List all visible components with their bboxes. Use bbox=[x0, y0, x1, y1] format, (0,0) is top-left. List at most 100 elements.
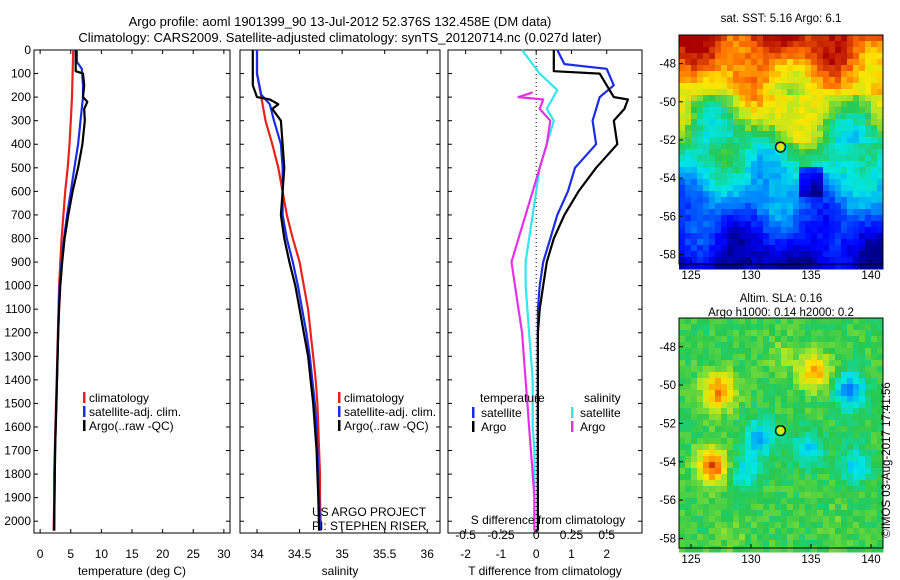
sst-map-cell bbox=[727, 41, 734, 48]
sla-map-cell bbox=[757, 522, 764, 529]
sla-map-cell bbox=[745, 462, 752, 469]
sst-map-cell bbox=[745, 221, 752, 228]
sla-map-cell bbox=[859, 390, 866, 397]
sla-map-cell bbox=[841, 456, 848, 463]
sla-map-cell bbox=[829, 408, 836, 415]
sst-map-cell bbox=[769, 119, 776, 126]
sla-map-cell bbox=[847, 324, 854, 331]
sst-map-cell bbox=[859, 191, 866, 198]
sla-map-cell bbox=[829, 540, 836, 547]
sst-map-cell bbox=[679, 233, 686, 240]
sst-map-cell bbox=[793, 143, 800, 150]
sla-map-cell bbox=[763, 390, 770, 397]
sst-map-cell bbox=[871, 179, 878, 186]
sst-map-cell bbox=[679, 239, 686, 246]
sst-map-cell bbox=[697, 35, 704, 42]
sla-map-cell bbox=[697, 486, 704, 493]
sst-map-cell bbox=[805, 203, 812, 210]
sst-map-cell bbox=[805, 233, 812, 240]
sst-map-cell bbox=[763, 173, 770, 180]
sla-map-cell bbox=[745, 414, 752, 421]
sla-map-cell bbox=[841, 486, 848, 493]
sla-map-cell bbox=[769, 444, 776, 451]
depth-tick-label-1900: 1900 bbox=[4, 491, 31, 505]
sst-map-cell bbox=[739, 41, 746, 48]
sla-map-cell bbox=[691, 492, 698, 499]
sst-map-cell bbox=[787, 203, 794, 210]
sla-map-cell bbox=[805, 438, 812, 445]
sla-map-cell bbox=[853, 444, 860, 451]
sla-map-cell bbox=[685, 390, 692, 397]
sla-map-cell bbox=[703, 354, 710, 361]
sst-map-cell bbox=[817, 257, 824, 264]
sla-map-cell bbox=[859, 372, 866, 379]
sst-map-cell bbox=[697, 257, 704, 264]
sst-map-cell bbox=[805, 125, 812, 132]
sla-map-cell bbox=[823, 324, 830, 331]
sla-map-cell bbox=[799, 396, 806, 403]
sla-map-xtick-label-135: 135 bbox=[801, 554, 820, 566]
sla-map-cell bbox=[751, 336, 758, 343]
sla-map-cell bbox=[739, 450, 746, 457]
sla-map-cell bbox=[697, 522, 704, 529]
sst-map-cell bbox=[685, 239, 692, 246]
sla-map-cell bbox=[787, 420, 794, 427]
sst-map-cell bbox=[853, 59, 860, 66]
sst-map-cell bbox=[805, 227, 812, 234]
sst-map-cell bbox=[829, 191, 836, 198]
sla-map-cell bbox=[817, 330, 824, 337]
sst-map-cell bbox=[757, 173, 764, 180]
sst-map-cell bbox=[721, 143, 728, 150]
sst-map-cell bbox=[745, 35, 752, 42]
sst-map-cell bbox=[787, 227, 794, 234]
sla-map-cell bbox=[715, 378, 722, 385]
sst-map-cell bbox=[853, 161, 860, 168]
sla-map-cell bbox=[757, 474, 764, 481]
sst-map-cell bbox=[847, 185, 854, 192]
sla-map-cell bbox=[817, 522, 824, 529]
sst-map-cell bbox=[751, 161, 758, 168]
depth-tick-label-500: 500 bbox=[11, 161, 31, 175]
sst-map-cell bbox=[775, 65, 782, 72]
depth-tick-label-1100: 1100 bbox=[5, 302, 31, 316]
sla-map-cell bbox=[853, 438, 860, 445]
sst-map-cell bbox=[817, 149, 824, 156]
sla-map-cell bbox=[799, 546, 806, 553]
sst-map-cell bbox=[775, 161, 782, 168]
sla-map-cell bbox=[835, 510, 842, 517]
sla-map-cell bbox=[757, 408, 764, 415]
sst-map-cell bbox=[859, 125, 866, 132]
sla-map-cell bbox=[679, 432, 686, 439]
sla-map-cell bbox=[817, 516, 824, 523]
sla-map-cell bbox=[715, 534, 722, 541]
sst-map-cell bbox=[865, 71, 872, 78]
temperature-xlabel: temperature (deg C) bbox=[78, 564, 186, 578]
sla-map-cell bbox=[775, 486, 782, 493]
sla-map-cell bbox=[697, 528, 704, 535]
sla-map-cell bbox=[745, 474, 752, 481]
sla-map-cell bbox=[811, 402, 818, 409]
sst-map-cell bbox=[829, 179, 836, 186]
sla-map-cell bbox=[811, 534, 818, 541]
sla-map-cell bbox=[823, 456, 830, 463]
sst-map-cell bbox=[787, 59, 794, 66]
sst-map-cell bbox=[805, 191, 812, 198]
sst-map-cell bbox=[775, 89, 782, 96]
sla-map-cell bbox=[823, 426, 830, 433]
diff-s-tick-label-0: -0.5 bbox=[455, 528, 476, 542]
sst-map-cell bbox=[793, 161, 800, 168]
sla-map-cell bbox=[745, 378, 752, 385]
sst-map-cell bbox=[739, 263, 746, 270]
temperature-xtick-label-10: 10 bbox=[95, 547, 109, 561]
sla-map-cell bbox=[793, 432, 800, 439]
pi-annotation: PI: STEPHEN RISER bbox=[312, 519, 427, 533]
sst-map-cell bbox=[823, 131, 830, 138]
sst-map-cell bbox=[829, 59, 836, 66]
depth-tick-label-100: 100 bbox=[11, 67, 31, 81]
sst-map-cell bbox=[775, 221, 782, 228]
sla-map-cell bbox=[871, 390, 878, 397]
sst-map-cell bbox=[697, 119, 704, 126]
sst-map-cell bbox=[781, 65, 788, 72]
sst-map-cell bbox=[781, 167, 788, 174]
sst-map-cell bbox=[721, 89, 728, 96]
